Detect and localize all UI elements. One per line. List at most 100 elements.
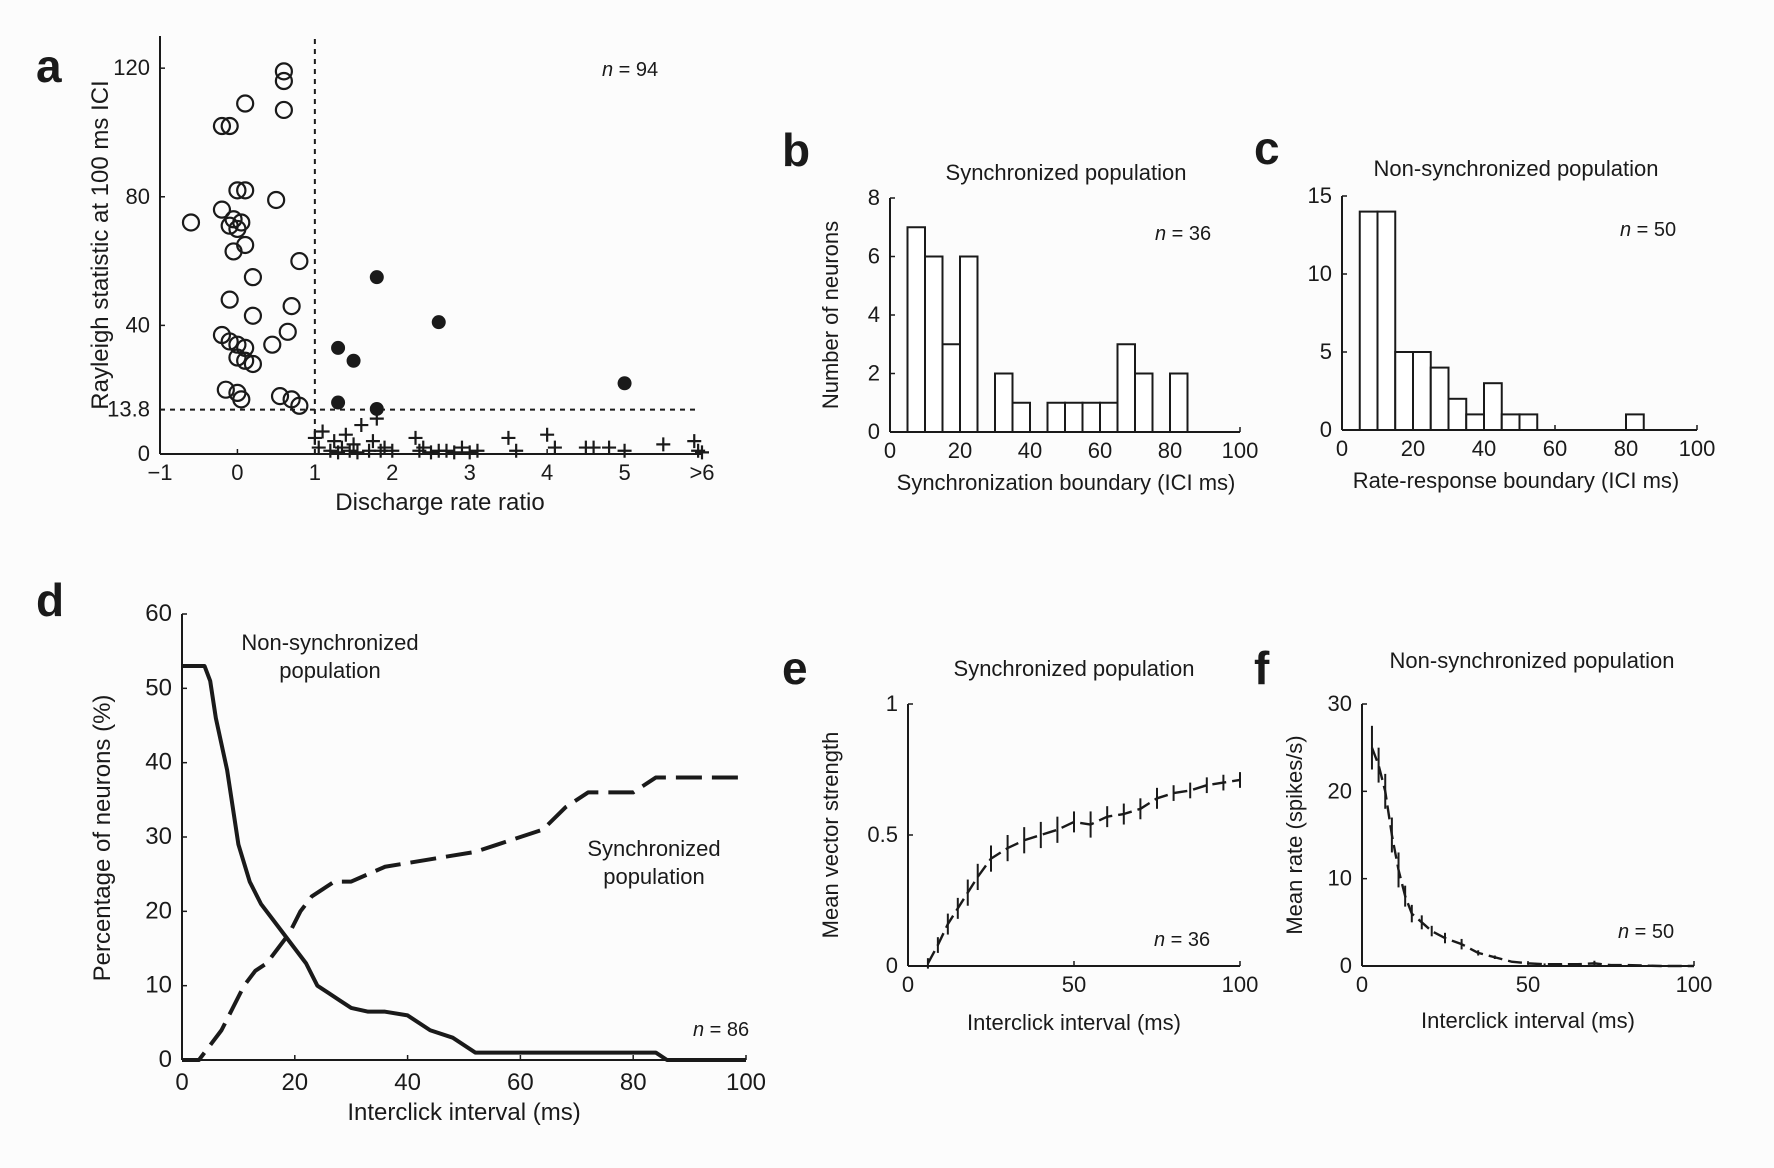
- panel-a-cross-point: [416, 440, 431, 455]
- panel-b-bar: [1099, 401, 1119, 433]
- panel-b-bar: [1081, 401, 1101, 433]
- panel-b-n-label: n = 36: [1155, 223, 1211, 245]
- panel-b-x-tick-label: 0: [884, 438, 896, 463]
- panel-c-n-label: n = 50: [1620, 219, 1676, 241]
- panel-d-n-label-value: = 86: [704, 1019, 749, 1041]
- panel-e-n-label-italic: n: [1154, 929, 1165, 951]
- panel-a-cross-point: [447, 445, 462, 460]
- panel-d-x-axis-label: Interclick interval (ms): [347, 1099, 580, 1126]
- panel-d-series-0-line: [182, 664, 746, 1062]
- panel-a-x-tick-label: 0: [231, 460, 243, 485]
- panel-a-x-axis-label: Discharge rate ratio: [335, 489, 544, 516]
- panel-c-x-tick-label: 80: [1614, 436, 1638, 461]
- panel-a-open-circle-point: [236, 94, 255, 113]
- panel-a-cross-point: [334, 440, 349, 455]
- panel-a-cross-point: [377, 440, 392, 455]
- panel-c-bar: [1394, 351, 1414, 431]
- panel-a-open-circle-point: [232, 390, 251, 409]
- panel-a-open-circle-point: [236, 181, 255, 200]
- panel-c-n-label-italic: n: [1620, 219, 1631, 241]
- panel-a-cross-point: [424, 445, 438, 460]
- panel-f-y-tick-label: 30: [1328, 691, 1352, 716]
- panel-d-x-tick-label: 80: [620, 1069, 647, 1096]
- panel-e-y-tick-label: 0: [886, 953, 898, 978]
- panel-a-letter: a: [36, 40, 62, 92]
- panel-b-bar: [994, 372, 1014, 433]
- panel-b-x-tick-label: 100: [1222, 438, 1259, 463]
- panel-d-non-synchronized-label-line2: population: [279, 658, 381, 683]
- panel-d-x-tick-label: 0: [175, 1069, 188, 1096]
- panel-c-x-axis-label: Rate-response boundary (ICI ms): [1353, 468, 1679, 493]
- panel-a-cross-point: [327, 434, 342, 449]
- panel-c-bar: [1465, 413, 1485, 431]
- panel-a-open-circle-point: [282, 296, 301, 316]
- panel-a-cross-point: [547, 440, 562, 455]
- panel-d-y-tick-label: 0: [159, 1046, 172, 1073]
- panel-c-x-tick-label: 100: [1679, 436, 1716, 461]
- panel-a-cross-point: [617, 443, 632, 458]
- panel-c-y-tick-label: 5: [1320, 339, 1332, 364]
- panel-c-y-tick-label: 15: [1308, 183, 1332, 208]
- panel-f-letter: f: [1254, 642, 1270, 694]
- panel-a-cross-point: [695, 445, 709, 460]
- panel-b-bar: [1116, 343, 1136, 433]
- panel-b-letter: b: [782, 124, 810, 176]
- panel-d-x-tick-label: 40: [394, 1069, 421, 1096]
- panel-c-bar: [1518, 413, 1539, 431]
- panel-c-bar: [1483, 382, 1503, 432]
- panel-b-x-tick-label: 20: [948, 438, 972, 463]
- panel-b-y-tick-label: 2: [868, 361, 880, 386]
- panel-c-x-tick-label: 60: [1543, 436, 1567, 461]
- panel-b-bar: [959, 255, 979, 433]
- panel-d-x-tick-label: 20: [281, 1069, 308, 1096]
- panel-a-open-circle-point: [236, 351, 255, 370]
- panel-a-open-circle-point: [212, 116, 232, 136]
- panel-b-x-tick-label: 80: [1158, 438, 1182, 463]
- panel-a-cross-point: [656, 437, 671, 452]
- panel-a-filled-circle-point: [369, 401, 384, 416]
- panel-f-x-axis-label: Interclick interval (ms): [1421, 1008, 1635, 1033]
- panel-d-non-synchronized-label-line1: Non-synchronized: [241, 630, 418, 655]
- panel-a-cross-point: [602, 440, 617, 455]
- panel-a-y-tick-label: 13.8: [107, 397, 150, 422]
- panel-a-cross-point: [323, 443, 338, 458]
- panel-a-open-circle-point: [228, 348, 247, 367]
- panel-c-bar: [1625, 413, 1645, 431]
- panel-a-open-circle-point: [212, 200, 232, 219]
- panel-a-cross-point: [687, 434, 702, 449]
- panel-d-y-tick-label: 50: [145, 674, 172, 701]
- panel-f-y-axis-label: Mean rate (spikes/s): [1282, 735, 1307, 934]
- panel-a-cross-point: [385, 443, 400, 458]
- panel-c-x-tick-label: 20: [1401, 436, 1425, 461]
- panel-a-cross-point: [346, 437, 361, 452]
- panel-e-y-tick-label: 0.5: [867, 822, 898, 847]
- panel-a-y-axis-label: Rayleigh statistic at 100 ms ICI: [87, 80, 114, 409]
- panel-c-bar: [1376, 210, 1397, 431]
- panel-b-y-tick-label: 0: [868, 419, 880, 444]
- panel-a-y-tick-label: 120: [113, 55, 150, 80]
- panel-d-y-tick-label: 40: [145, 749, 172, 776]
- panel-a-open-circle-point: [278, 322, 297, 341]
- panel-c-y-tick-label: 10: [1308, 261, 1332, 286]
- panel-f-n-label: n = 50: [1618, 921, 1674, 943]
- panel-a-open-circle-point: [243, 268, 263, 287]
- panel-a-cross-point: [315, 424, 330, 439]
- panel-a-cross-point: [350, 445, 365, 460]
- panel-a-open-circle-point: [228, 181, 247, 200]
- panel-a-cross-point: [365, 434, 380, 449]
- panel-a-n-label: n = 94: [602, 59, 658, 81]
- panel-d-synchronized-label-line1: Synchronized: [587, 836, 720, 861]
- panel-e-x-axis-label: Interclick interval (ms): [967, 1010, 1181, 1035]
- panel-d-y-tick-label: 10: [145, 972, 172, 999]
- panel-d-y-tick-label: 30: [145, 823, 172, 850]
- panel-a-open-circle-point: [290, 396, 309, 415]
- panel-a-cross-point: [439, 443, 454, 458]
- panel-c-y-tick-label: 0: [1320, 417, 1332, 442]
- panel-e-x-tick-label: 50: [1062, 972, 1086, 997]
- panel-d-n-label-italic: n: [693, 1019, 704, 1041]
- panel-c-bar: [1447, 397, 1468, 431]
- panel-a-y-tick-label: 80: [126, 184, 150, 209]
- panel-b-title: Synchronized population: [946, 160, 1187, 185]
- panel-c-bar: [1358, 210, 1379, 431]
